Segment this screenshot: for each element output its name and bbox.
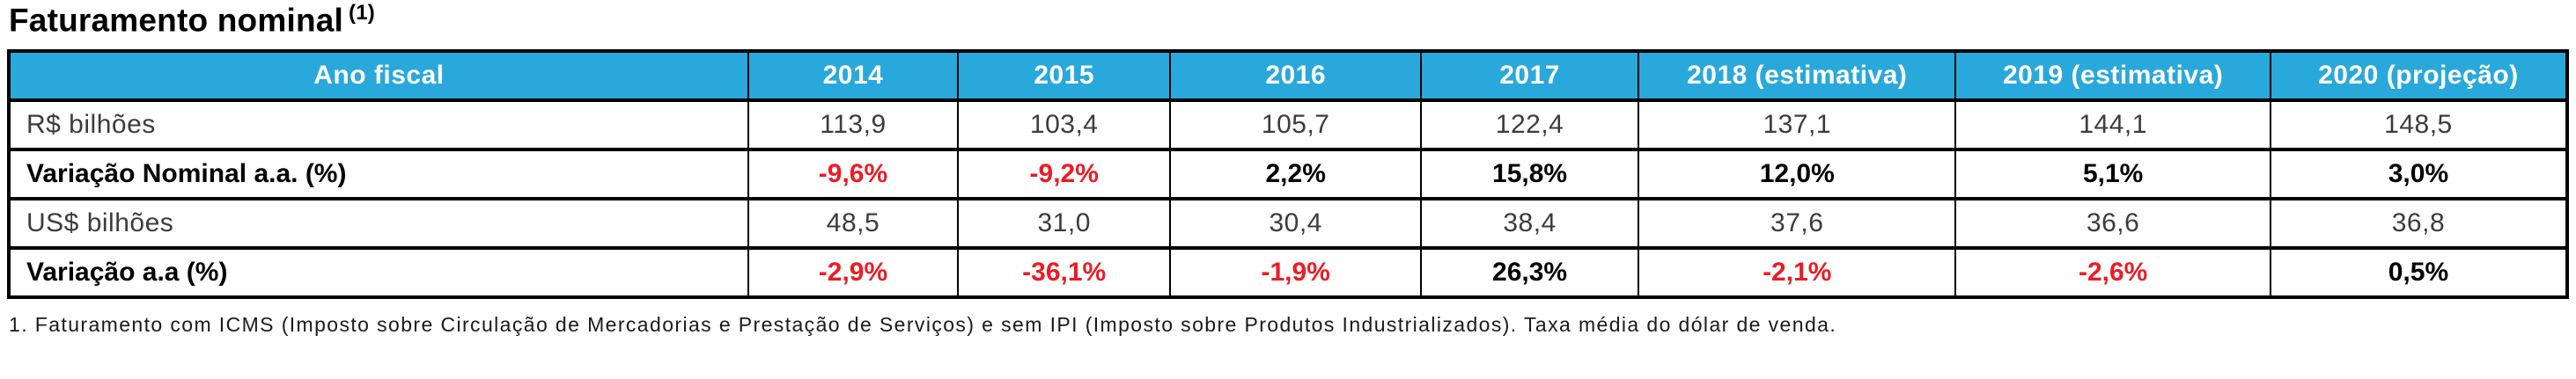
title-footnote-ref: (1) [349,1,375,25]
row-label: R$ bilhões [8,98,749,152]
header-year-2016: 2016 [1169,49,1423,103]
value-cell: 36,8 [2269,197,2569,251]
row-label: Variação Nominal a.a. (%) [8,148,749,201]
footnote: 1. Faturamento com ICMS (Imposto sobre C… [9,313,1837,337]
value-cell: 0,5% [2269,246,2569,300]
value-cell: -2,6% [1954,246,2271,300]
header-year-2014: 2014 [747,49,960,103]
value-cell: 2,2% [1169,148,1423,201]
table-row: R$ bilhões 113,9 103,4 105,7 122,4 137,1 144,1… [8,98,2569,152]
value-cell: 48,5 [747,197,960,251]
value-cell: 144,1 [1954,98,2271,152]
title-text: Faturamento nominal [9,2,343,39]
value-cell: -2,1% [1638,246,1957,300]
value-cell: 105,7 [1169,98,1423,152]
value-cell: -36,1% [957,246,1172,300]
table-row: Variação Nominal a.a. (%) -9,6% -9,2% 2,2% 1… [8,148,2569,201]
page-title: Faturamento nominal (1) [9,1,2576,39]
value-cell: 137,1 [1638,98,1957,152]
value-cell: 38,4 [1420,197,1640,251]
table-row: US$ bilhões 48,5 31,0 30,4 38,4 37,6 36,6 36,8 [8,197,2569,251]
value-cell: -9,2% [957,148,1172,201]
value-cell: 5,1% [1954,148,2271,201]
faturamento-table: Ano fiscal 2014 2015 2016 2017 2018 (estimat… [7,49,2569,300]
value-cell: 148,5 [2269,98,2569,152]
value-cell: 26,3% [1420,246,1640,300]
value-cell: 37,6 [1638,197,1957,251]
value-cell: 12,0% [1638,148,1957,201]
header-year-2020: 2020 (projeção) [2269,49,2569,103]
table-row: Variação a.a (%) -2,9% -36,1% -1,9% 26,3% -2,… [8,246,2569,300]
row-label: Variação a.a (%) [8,246,749,300]
table-header-row: Ano fiscal 2014 2015 2016 2017 2018 (estimat… [8,49,2569,103]
value-cell: 31,0 [957,197,1172,251]
value-cell: -9,6% [747,148,960,201]
header-year-2019: 2019 (estimativa) [1954,49,2271,103]
header-year-2015: 2015 [957,49,1172,103]
value-cell: 113,9 [747,98,960,152]
value-cell: 15,8% [1420,148,1640,201]
header-year-2018: 2018 (estimativa) [1638,49,1957,103]
value-cell: -2,9% [747,246,960,300]
value-cell: 122,4 [1420,98,1640,152]
value-cell: 103,4 [957,98,1172,152]
value-cell: -1,9% [1169,246,1423,300]
header-year-2017: 2017 [1420,49,1640,103]
header-ano-fiscal: Ano fiscal [8,49,749,103]
value-cell: 3,0% [2269,148,2569,201]
value-cell: 36,6 [1954,197,2271,251]
row-label: US$ bilhões [8,197,749,251]
value-cell: 30,4 [1169,197,1423,251]
